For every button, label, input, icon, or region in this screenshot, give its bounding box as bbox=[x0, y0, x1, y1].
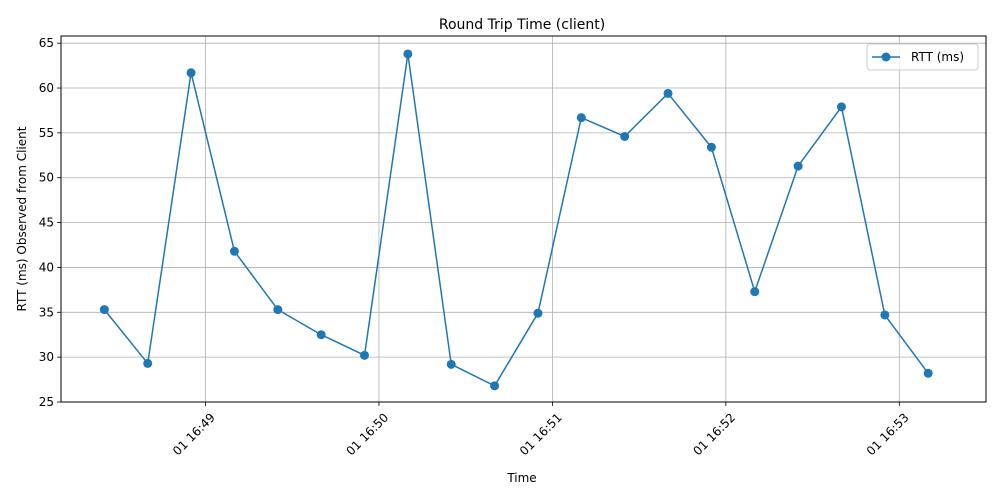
data-point bbox=[663, 88, 673, 98]
x-tick-label: 01 16:50 bbox=[343, 410, 391, 458]
legend-marker bbox=[881, 52, 891, 62]
grid bbox=[61, 36, 986, 403]
x-tick-label: 01 16:49 bbox=[170, 410, 218, 458]
data-point bbox=[143, 358, 153, 368]
x-tick-label: 01 16:51 bbox=[517, 410, 565, 458]
data-point bbox=[620, 131, 630, 141]
data-point bbox=[316, 330, 326, 340]
y-tick-label: 60 bbox=[39, 81, 54, 95]
data-point bbox=[446, 359, 456, 369]
data-point bbox=[576, 113, 586, 123]
x-tick-label: 01 16:52 bbox=[690, 410, 738, 458]
x-axis-label: Time bbox=[506, 471, 536, 485]
y-tick-label: 50 bbox=[39, 171, 54, 185]
legend-label: RTT (ms) bbox=[911, 50, 964, 64]
y-tick-label: 40 bbox=[39, 260, 54, 274]
y-tick-label: 25 bbox=[39, 395, 54, 409]
data-point bbox=[793, 161, 803, 171]
series-line bbox=[103, 53, 929, 387]
y-axis: 25 30 35 40 45 50 55 60 65 bbox=[39, 36, 61, 409]
series-layer bbox=[99, 49, 933, 391]
data-point bbox=[533, 308, 543, 318]
y-axis-label: RTT (ms) Observed from Client bbox=[15, 126, 29, 311]
data-point bbox=[836, 102, 846, 112]
y-tick-label: 65 bbox=[39, 36, 54, 50]
y-tick-label: 55 bbox=[39, 126, 54, 140]
x-axis: 01 16:49 01 16:50 01 16:51 01 16:52 01 16:53 bbox=[170, 402, 912, 458]
y-tick-label: 45 bbox=[39, 216, 54, 230]
y-tick-label: 30 bbox=[39, 350, 54, 364]
data-point bbox=[403, 49, 413, 59]
legend: RTT (ms) bbox=[866, 43, 979, 71]
data-point bbox=[186, 68, 196, 78]
data-point bbox=[706, 142, 716, 152]
y-tick-label: 35 bbox=[39, 305, 54, 319]
legend-box bbox=[866, 43, 979, 71]
x-tick-label: 01 16:53 bbox=[864, 410, 912, 458]
data-point bbox=[99, 305, 109, 315]
data-point bbox=[360, 350, 370, 360]
data-point bbox=[490, 381, 500, 391]
chart-title: Round Trip Time (client) bbox=[439, 17, 605, 33]
data-point bbox=[880, 310, 890, 320]
plot-frame bbox=[60, 35, 987, 403]
data-point bbox=[750, 287, 760, 297]
data-point bbox=[923, 368, 933, 378]
data-point bbox=[229, 246, 239, 256]
data-point bbox=[273, 305, 283, 315]
